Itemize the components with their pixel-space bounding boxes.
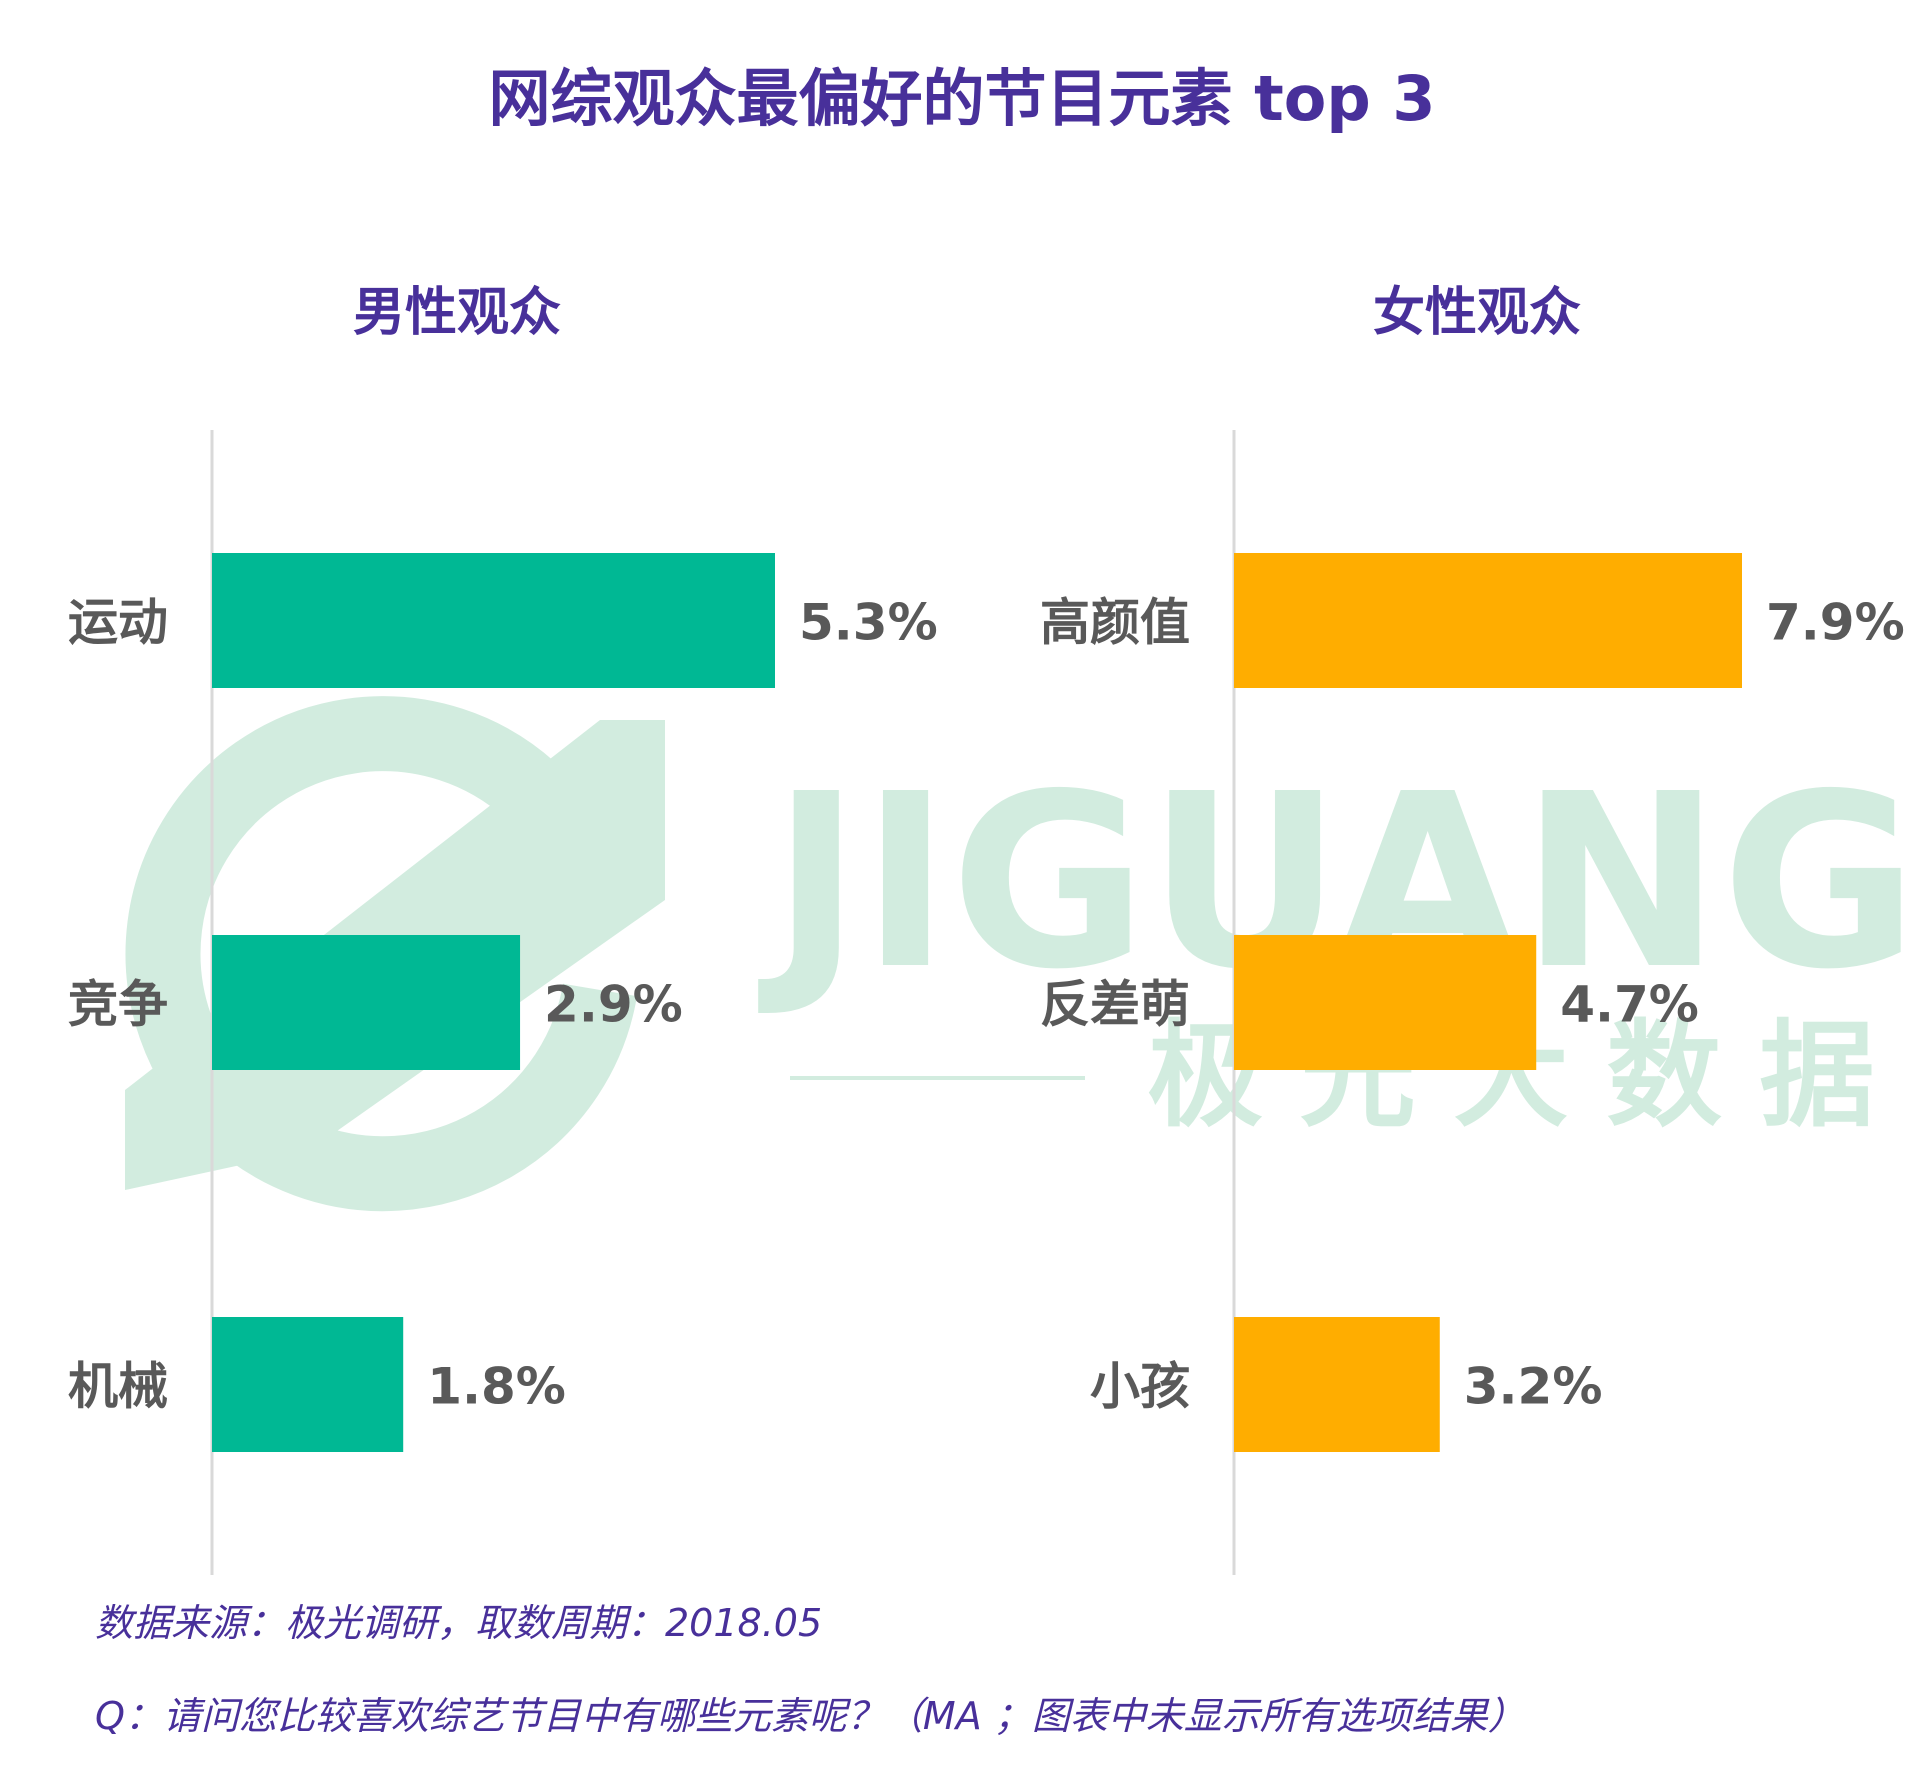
male-bar-1 bbox=[212, 553, 775, 688]
female-bar-2 bbox=[1234, 935, 1537, 1070]
male-value-label-1: 5.3% bbox=[799, 594, 938, 652]
female-value-label-2: 4.7% bbox=[1560, 976, 1699, 1034]
female-bar-3 bbox=[1234, 1317, 1440, 1452]
female-panel-title: 女性观众 bbox=[1372, 283, 1581, 343]
female-value-label-3: 3.2% bbox=[1464, 1358, 1603, 1416]
question-note: Q：请问您比较喜欢综艺节目中有哪些元素呢？（MA ；图表中未显示所有选项结果） bbox=[95, 1694, 1526, 1738]
male-bar-2 bbox=[212, 935, 521, 1070]
female-bar-1 bbox=[1234, 553, 1742, 688]
chart-title: 网综观众最偏好的节目元素 top 3 bbox=[488, 62, 1436, 135]
source-note: 数据来源：极光调研，取数周期：2018.05 bbox=[95, 1601, 823, 1645]
male-category-label-3: 机械 bbox=[68, 1358, 168, 1416]
male-value-label-3: 1.8% bbox=[427, 1358, 566, 1416]
male-category-label-2: 竞争 bbox=[68, 976, 168, 1034]
male-value-label-2: 2.9% bbox=[544, 976, 683, 1034]
male-panel-title: 男性观众 bbox=[352, 283, 561, 343]
male-bar-3 bbox=[212, 1317, 404, 1452]
female-category-label-1: 高颜值 bbox=[1040, 594, 1190, 652]
female-value-label-1: 7.9% bbox=[1766, 594, 1905, 652]
male-category-label-1: 运动 bbox=[68, 594, 168, 652]
female-category-label-3: 小孩 bbox=[1090, 1358, 1190, 1416]
female-category-label-2: 反差萌 bbox=[1040, 976, 1190, 1034]
